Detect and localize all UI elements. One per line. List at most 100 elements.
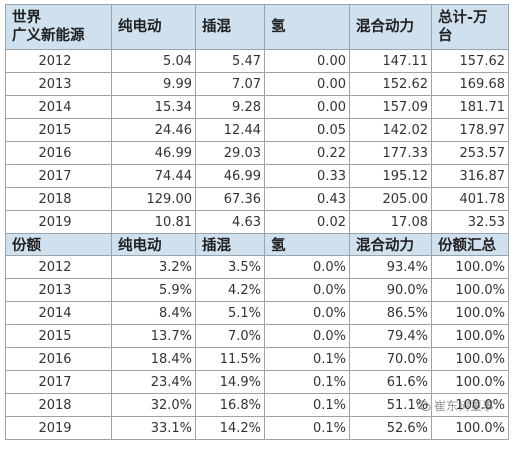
value-cell: 195.12 — [349, 164, 432, 188]
table-row: 2015 24.46 12.44 0.05 142.02 178.97 — [5, 118, 509, 142]
value-cell: 10.81 — [111, 210, 196, 234]
value-cell: 0.00 — [264, 95, 350, 119]
year-cell: 2016 — [5, 347, 112, 371]
year-cell: 2013 — [5, 278, 112, 302]
new-energy-table: 世界 广义新能源 纯电动 插混氢混合动力 总计-万 台 2012 5.04 5.47 0.00… — [5, 4, 509, 440]
value-cell: 13.7% — [111, 324, 196, 348]
year-cell: 2015 — [5, 118, 112, 142]
year-cell: 2012 — [5, 255, 112, 279]
value-cell: 93.4% — [349, 255, 432, 279]
year-cell: 2017 — [5, 164, 112, 188]
value-cell: 24.46 — [111, 118, 196, 142]
year-cell: 2018 — [5, 187, 112, 211]
table-row: 2017 23.4% 14.9% 0.1% 61.6% 100.0% — [5, 370, 509, 394]
value-cell: 205.00 — [349, 187, 432, 211]
column-header: 总计-万 台 — [431, 4, 509, 50]
value-cell: 9.99 — [111, 72, 196, 96]
year-cell: 2014 — [5, 301, 112, 325]
value-cell: 23.4% — [111, 370, 196, 394]
value-cell: 61.6% — [349, 370, 432, 394]
value-cell: 74.44 — [111, 164, 196, 188]
value-cell: 169.68 — [431, 72, 509, 96]
value-cell: 100.0% — [431, 370, 509, 394]
value-cell: 67.36 — [195, 187, 265, 211]
column-header: 插混 — [195, 4, 265, 50]
value-cell: 0.05 — [264, 118, 350, 142]
value-cell: 4.2% — [195, 278, 265, 302]
value-cell: 32.0% — [111, 393, 196, 417]
value-cell: 100.0% — [431, 278, 509, 302]
value-cell: 51.1% — [349, 393, 432, 417]
value-cell: 9.28 — [195, 95, 265, 119]
year-cell: 2015 — [5, 324, 112, 348]
value-cell: 157.09 — [349, 95, 432, 119]
value-cell: 100.0% — [431, 324, 509, 348]
value-cell: 0.43 — [264, 187, 350, 211]
value-cell: 147.11 — [349, 49, 432, 73]
table-row: 2014 8.4% 5.1% 0.0% 86.5% 100.0% — [5, 301, 509, 325]
header-row: 份额 纯电动 插混氢混合动力 份额汇总 — [5, 233, 509, 256]
table-row: 2016 46.99 29.03 0.22 177.33 253.57 — [5, 141, 509, 165]
column-header: 混合动力 — [349, 233, 432, 256]
column-header: 氢 — [264, 233, 350, 256]
column-header: 插混 — [195, 233, 265, 256]
value-cell: 7.07 — [195, 72, 265, 96]
value-cell: 90.0% — [349, 278, 432, 302]
table-row: 2016 18.4% 11.5% 0.1% 70.0% 100.0% — [5, 347, 509, 371]
value-cell: 0.22 — [264, 141, 350, 165]
value-cell: 5.47 — [195, 49, 265, 73]
table-row: 2014 15.34 9.28 0.00 157.09 181.71 — [5, 95, 509, 119]
value-cell: 152.62 — [349, 72, 432, 96]
year-cell: 2016 — [5, 141, 112, 165]
value-cell: 3.2% — [111, 255, 196, 279]
value-cell: 14.2% — [195, 416, 265, 440]
value-cell: 100.0% — [431, 393, 509, 417]
value-cell: 3.5% — [195, 255, 265, 279]
value-cell: 0.1% — [264, 347, 350, 371]
value-cell: 8.4% — [111, 301, 196, 325]
value-cell: 16.8% — [195, 393, 265, 417]
year-cell: 2019 — [5, 416, 112, 440]
value-cell: 4.63 — [195, 210, 265, 234]
value-cell: 0.1% — [264, 416, 350, 440]
year-cell: 2018 — [5, 393, 112, 417]
value-cell: 12.44 — [195, 118, 265, 142]
value-cell: 5.04 — [111, 49, 196, 73]
table-row: 2017 74.44 46.99 0.33 195.12 316.87 — [5, 164, 509, 188]
value-cell: 0.1% — [264, 370, 350, 394]
value-cell: 5.9% — [111, 278, 196, 302]
value-cell: 100.0% — [431, 301, 509, 325]
value-cell: 11.5% — [195, 347, 265, 371]
year-cell: 2013 — [5, 72, 112, 96]
value-cell: 14.9% — [195, 370, 265, 394]
value-cell: 86.5% — [349, 301, 432, 325]
column-header: 混合动力 — [349, 4, 432, 50]
value-cell: 0.0% — [264, 301, 350, 325]
column-header: 世界 广义新能源 — [5, 4, 112, 50]
year-cell: 2014 — [5, 95, 112, 119]
value-cell: 0.0% — [264, 278, 350, 302]
value-cell: 181.71 — [431, 95, 509, 119]
value-cell: 142.02 — [349, 118, 432, 142]
year-cell: 2017 — [5, 370, 112, 394]
value-cell: 46.99 — [111, 141, 196, 165]
value-cell: 0.0% — [264, 255, 350, 279]
value-cell: 100.0% — [431, 347, 509, 371]
value-cell: 177.33 — [349, 141, 432, 165]
value-cell: 100.0% — [431, 416, 509, 440]
value-cell: 79.4% — [349, 324, 432, 348]
header-row: 世界 广义新能源 纯电动 插混氢混合动力 总计-万 台 — [5, 4, 509, 50]
value-cell: 32.53 — [431, 210, 509, 234]
table-row: 2013 5.9% 4.2% 0.0% 90.0% 100.0% — [5, 278, 509, 302]
table-row: 2012 3.2% 3.5% 0.0% 93.4% 100.0% — [5, 255, 509, 279]
value-cell: 157.62 — [431, 49, 509, 73]
table-row: 2015 13.7% 7.0% 0.0% 79.4% 100.0% — [5, 324, 509, 348]
value-cell: 18.4% — [111, 347, 196, 371]
value-cell: 46.99 — [195, 164, 265, 188]
data-tables: 世界 广义新能源 纯电动 插混氢混合动力 总计-万 台 2012 5.04 5.47 0.00… — [5, 4, 509, 440]
value-cell: 129.00 — [111, 187, 196, 211]
value-cell: 0.1% — [264, 393, 350, 417]
value-cell: 7.0% — [195, 324, 265, 348]
value-cell: 17.08 — [349, 210, 432, 234]
table-row: 2013 9.99 7.07 0.00 152.62 169.68 — [5, 72, 509, 96]
